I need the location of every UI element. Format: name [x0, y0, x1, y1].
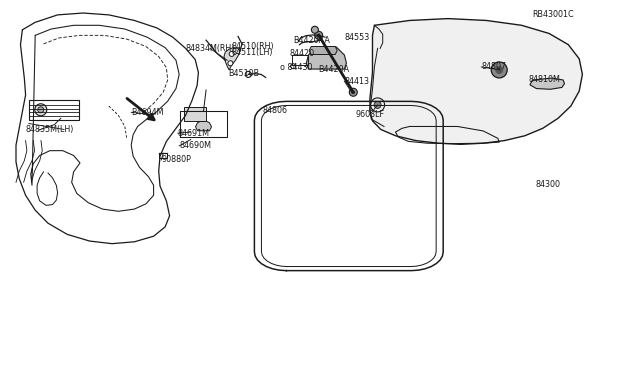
Polygon shape	[530, 78, 564, 89]
Text: 84413: 84413	[344, 77, 369, 86]
Polygon shape	[370, 19, 582, 144]
Text: 84690M: 84690M	[179, 141, 211, 150]
Circle shape	[315, 31, 323, 39]
Text: 84810M: 84810M	[529, 76, 561, 84]
Bar	[184, 108, 206, 122]
Text: 9603LF: 9603LF	[355, 110, 384, 119]
Circle shape	[349, 88, 357, 96]
Text: 84691M: 84691M	[178, 129, 210, 138]
Polygon shape	[224, 48, 240, 70]
Text: 84420: 84420	[289, 49, 314, 58]
Circle shape	[317, 33, 321, 37]
Text: 84511(LH): 84511(LH)	[232, 48, 273, 57]
Circle shape	[495, 66, 503, 74]
Text: 90880P: 90880P	[161, 155, 191, 164]
Polygon shape	[309, 46, 337, 55]
Circle shape	[374, 102, 381, 108]
Circle shape	[312, 26, 318, 33]
Text: 84300: 84300	[535, 180, 560, 189]
Text: 84510(RH): 84510(RH)	[232, 42, 275, 51]
Text: 84807: 84807	[481, 62, 506, 71]
Circle shape	[35, 104, 47, 116]
Bar	[29, 100, 79, 120]
Text: 84553: 84553	[344, 33, 369, 42]
Text: B4420AA: B4420AA	[293, 36, 330, 45]
Text: 84835M(LH): 84835M(LH)	[26, 125, 74, 134]
Circle shape	[38, 107, 44, 113]
Text: RB43001C: RB43001C	[532, 10, 574, 19]
Polygon shape	[196, 121, 211, 131]
Circle shape	[492, 62, 508, 78]
Text: B4510B: B4510B	[228, 69, 259, 78]
Text: 84806: 84806	[262, 106, 287, 115]
Circle shape	[351, 90, 355, 94]
Text: B4420A: B4420A	[319, 65, 350, 74]
Circle shape	[229, 51, 234, 57]
Text: B4694M: B4694M	[131, 108, 164, 117]
Circle shape	[228, 61, 233, 66]
Text: 84834M(RH): 84834M(RH)	[186, 44, 235, 53]
Polygon shape	[307, 47, 346, 69]
Text: o 84430: o 84430	[280, 63, 313, 72]
Circle shape	[245, 71, 252, 77]
